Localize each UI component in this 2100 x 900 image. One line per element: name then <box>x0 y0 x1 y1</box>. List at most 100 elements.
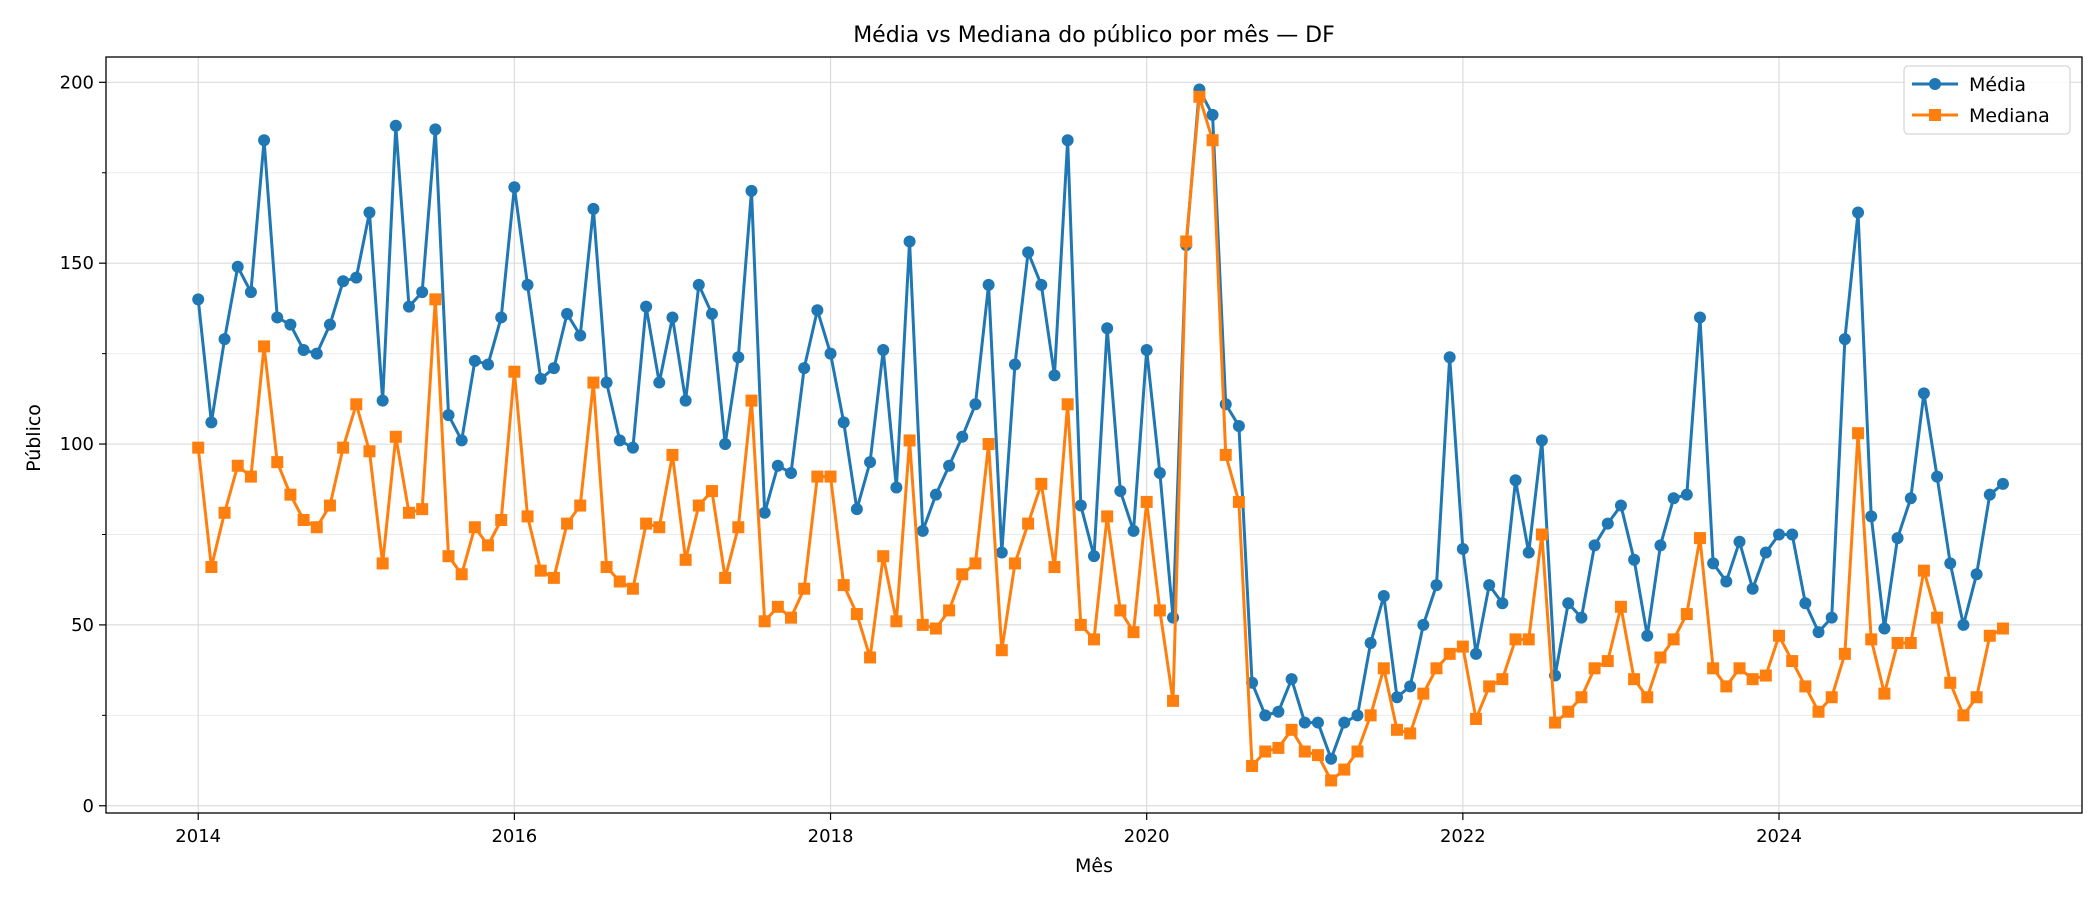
data-point-media <box>1351 709 1364 722</box>
data-point-mediana <box>1232 495 1245 508</box>
data-point-media <box>192 293 205 306</box>
data-point-media <box>719 438 732 451</box>
data-point-media <box>1852 206 1865 219</box>
data-point-media <box>1127 524 1140 537</box>
data-point-mediana <box>1786 655 1799 668</box>
data-point-mediana <box>455 568 468 581</box>
data-point-media <box>350 271 363 284</box>
data-point-mediana <box>1825 691 1838 704</box>
data-point-media <box>218 333 231 346</box>
data-point-media <box>1838 333 1851 346</box>
data-point-media <box>640 300 653 313</box>
data-point-media <box>1904 492 1917 505</box>
data-point-mediana <box>1074 618 1087 631</box>
data-point-media <box>1588 539 1601 552</box>
data-point-mediana <box>1417 687 1430 700</box>
data-point-media <box>613 434 626 447</box>
data-point-media <box>1298 716 1311 729</box>
data-point-mediana <box>1390 723 1403 736</box>
data-point-media <box>1456 542 1469 555</box>
series-media <box>192 83 2009 765</box>
data-point-media <box>574 329 587 342</box>
data-point-mediana <box>613 575 626 588</box>
data-point-mediana <box>1746 673 1759 686</box>
data-point-mediana <box>231 459 244 472</box>
data-point-mediana <box>192 441 205 454</box>
data-point-media <box>1114 485 1127 498</box>
data-point-media <box>1496 597 1509 610</box>
data-point-mediana <box>1298 745 1311 758</box>
data-point-mediana <box>350 398 363 411</box>
data-point-media <box>1325 752 1338 765</box>
data-point-media <box>1390 691 1403 704</box>
data-point-media <box>1232 419 1245 432</box>
data-point-media <box>903 235 916 248</box>
data-point-mediana <box>1680 608 1693 621</box>
data-point-mediana <box>705 485 718 498</box>
data-point-mediana <box>1812 705 1825 718</box>
data-point-media <box>890 481 903 494</box>
data-point-media <box>1101 322 1114 335</box>
data-point-media <box>284 318 297 331</box>
data-point-media <box>337 275 350 288</box>
data-point-mediana <box>1180 235 1193 248</box>
data-point-mediana <box>1496 673 1509 686</box>
y-tick-label: 50 <box>71 615 94 636</box>
data-point-media <box>1470 647 1483 660</box>
data-point-media <box>1799 597 1812 610</box>
series-line-media <box>196 88 2004 761</box>
data-point-media <box>1008 358 1021 371</box>
data-point-mediana <box>218 506 231 519</box>
data-point-media <box>916 524 929 537</box>
data-point-mediana <box>508 365 521 378</box>
data-point-media <box>943 459 956 472</box>
data-point-mediana <box>890 615 903 628</box>
data-point-media <box>1917 387 1930 400</box>
data-point-mediana <box>1601 655 1614 668</box>
data-point-mediana <box>666 448 679 461</box>
data-point-media <box>1483 579 1496 592</box>
data-point-media <box>1654 539 1667 552</box>
data-point-mediana <box>1996 622 2009 635</box>
data-point-mediana <box>310 521 323 534</box>
data-point-media <box>679 394 692 407</box>
y-tick-label: 100 <box>60 434 94 455</box>
data-point-mediana <box>1575 691 1588 704</box>
legend: Média Mediana <box>1903 65 2071 135</box>
data-point-media <box>956 430 969 443</box>
data-point-mediana <box>1219 448 1232 461</box>
data-point-mediana <box>1878 687 1891 700</box>
data-point-media <box>231 260 244 273</box>
data-point-mediana <box>903 434 916 447</box>
x-tick-label: 2018 <box>808 826 854 847</box>
data-point-media <box>850 503 863 516</box>
data-point-mediana <box>864 651 877 664</box>
data-point-media <box>1812 626 1825 639</box>
data-point-media <box>1773 528 1786 541</box>
data-point-mediana <box>1061 398 1074 411</box>
data-point-mediana <box>258 340 271 353</box>
data-point-mediana <box>495 514 508 527</box>
data-point-mediana <box>1470 712 1483 725</box>
data-point-mediana <box>1193 90 1206 103</box>
data-point-mediana <box>1114 604 1127 617</box>
data-point-mediana <box>1246 759 1259 772</box>
data-point-mediana <box>1509 633 1522 646</box>
legend-marker-media <box>1929 78 1941 90</box>
data-point-mediana <box>1614 600 1627 613</box>
plot-frame <box>105 56 2083 814</box>
data-point-mediana <box>1970 691 1983 704</box>
data-point-mediana <box>1338 763 1351 776</box>
data-point-mediana <box>1549 716 1562 729</box>
data-point-media <box>1931 470 1944 483</box>
data-point-mediana <box>956 568 969 581</box>
data-point-mediana <box>402 506 415 519</box>
data-point-media <box>1759 546 1772 559</box>
data-point-media <box>1891 532 1904 545</box>
data-point-media <box>1614 499 1627 512</box>
data-point-media <box>798 362 811 375</box>
data-point-mediana <box>1641 691 1654 704</box>
data-point-media <box>1088 550 1100 563</box>
data-point-media <box>1061 134 1074 147</box>
